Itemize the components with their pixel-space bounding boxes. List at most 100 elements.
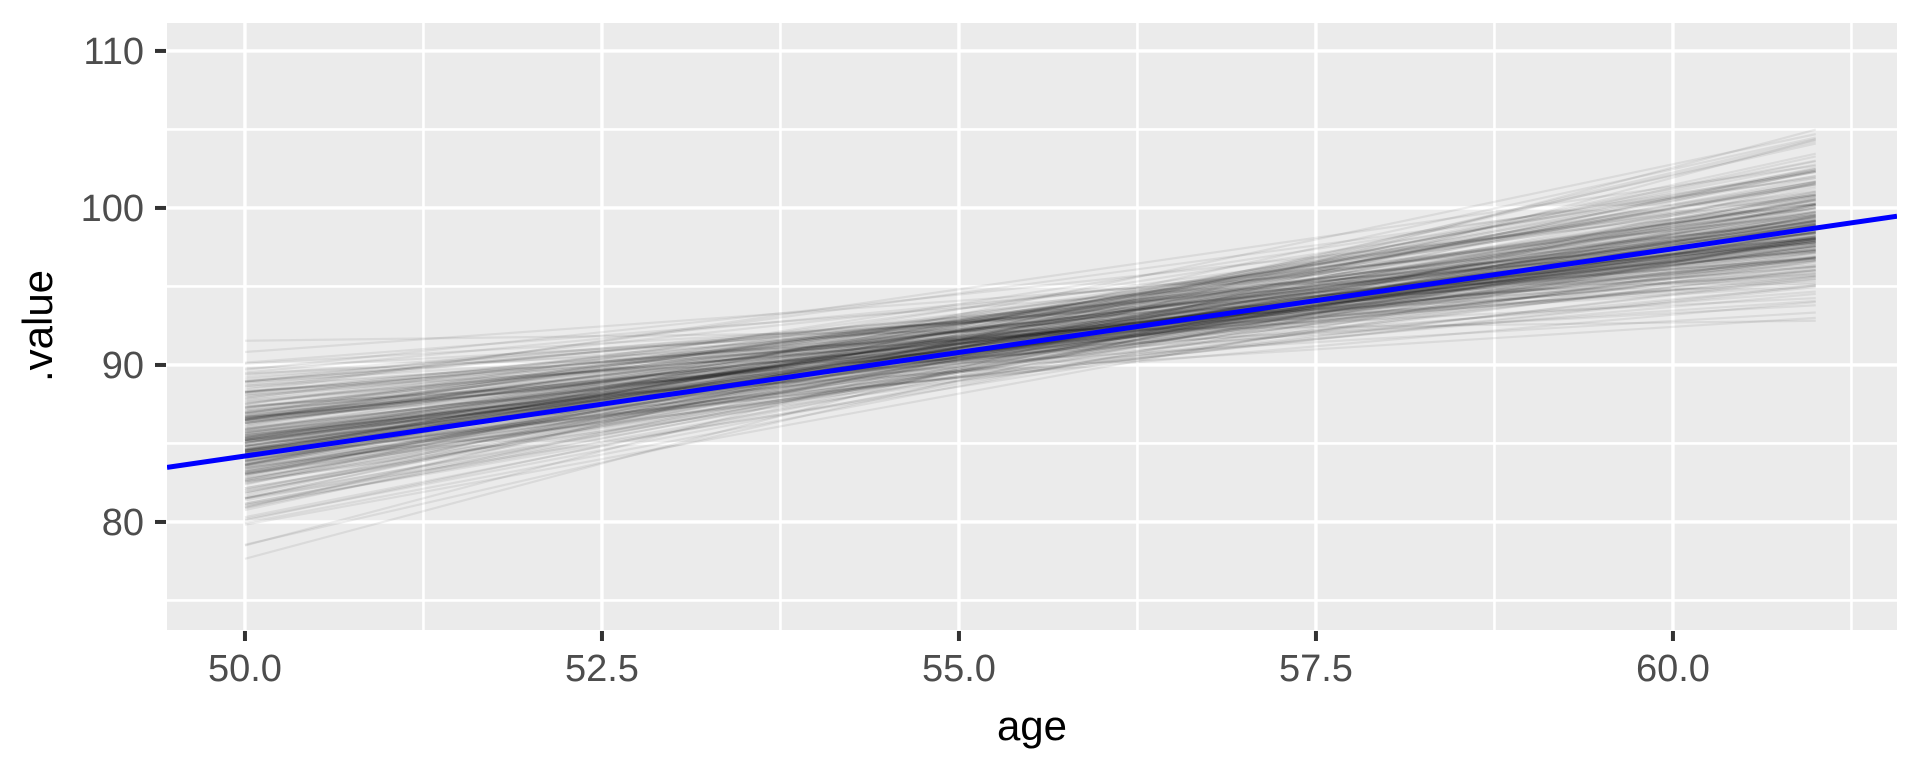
posterior-draw-line	[244, 251, 1816, 419]
posterior-draw-line	[244, 254, 1816, 437]
posterior-draw-line	[244, 255, 1816, 440]
posterior-draw-line	[244, 224, 1816, 451]
posterior-draw-line	[244, 238, 1816, 483]
posterior-draw-line	[244, 268, 1816, 423]
x-axis-tick-labels: 50.0 52.5 55.0 57.5 60.0	[208, 648, 1710, 690]
posterior-draw-line	[244, 207, 1816, 500]
plot-panel	[167, 23, 1897, 630]
posterior-draw-line	[244, 237, 1816, 452]
posterior-draw-line	[244, 265, 1816, 442]
posterior-draw-line	[244, 184, 1816, 442]
posterior-draw-line	[244, 235, 1816, 472]
posterior-draw-line	[244, 262, 1816, 383]
posterior-draw-line	[244, 225, 1816, 421]
posterior-draw-line	[244, 193, 1816, 476]
posterior-draw-line	[244, 200, 1816, 431]
posterior-draw-line	[244, 256, 1816, 476]
posterior-draw-line	[244, 164, 1816, 394]
posterior-draw-line	[244, 251, 1816, 500]
posterior-draw-line	[244, 128, 1817, 547]
posterior-draw-line	[244, 240, 1816, 451]
posterior-draw-line	[244, 311, 1816, 407]
posterior-draw-line	[244, 229, 1816, 490]
posterior-draw-line	[244, 258, 1816, 394]
posterior-draw-line	[244, 189, 1816, 420]
posterior-draw-line	[244, 316, 1816, 418]
posterior-draw-line	[244, 235, 1816, 526]
posterior-draw-line	[244, 225, 1816, 481]
posterior-draw-line	[244, 166, 1816, 500]
posterior-draw-line	[244, 251, 1816, 465]
posterior-draw-line	[244, 277, 1816, 459]
posterior-draw-line	[244, 271, 1816, 389]
y-axis-title: .value	[14, 270, 61, 382]
posterior-draw-line	[244, 216, 1816, 483]
posterior-draw-line	[244, 256, 1816, 394]
posterior-draw-line	[244, 194, 1816, 445]
posterior-draw-line	[244, 225, 1816, 420]
posterior-draw-line	[244, 247, 1816, 430]
posterior-draw-line	[244, 274, 1816, 393]
posterior-draw-line	[244, 230, 1816, 470]
posterior-draw-line	[244, 234, 1816, 439]
x-axis-title: age	[997, 702, 1067, 749]
posterior-draw-line	[244, 223, 1816, 454]
posterior-draw-line	[244, 203, 1816, 371]
posterior-draw-line	[244, 236, 1816, 425]
posterior-draw-line	[244, 230, 1816, 492]
posterior-draw-line	[244, 194, 1816, 475]
posterior-draw-line	[244, 193, 1816, 427]
posterior-draw-line	[244, 179, 1816, 445]
posterior-draw-line	[244, 176, 1816, 391]
posterior-draw-line	[244, 203, 1816, 451]
posterior-draw-line	[244, 235, 1816, 435]
posterior-draw-line	[244, 217, 1816, 409]
posterior-draw-line	[244, 226, 1816, 479]
posterior-draw-line	[244, 238, 1816, 436]
posterior-draw-line	[244, 282, 1816, 384]
posterior-draw-line	[244, 190, 1816, 522]
x-tick-label: 52.5	[565, 648, 639, 690]
posterior-draw-line	[244, 136, 1816, 486]
posterior-draw-line	[244, 281, 1816, 370]
axis-tick-marks	[155, 48, 1675, 641]
posterior-draw-line	[244, 266, 1816, 437]
x-tick-label: 57.5	[1279, 648, 1353, 690]
posterior-draw-line	[244, 169, 1816, 448]
posterior-draw-line	[244, 237, 1816, 433]
posterior-draw-line	[244, 246, 1816, 432]
posterior-draw-line	[244, 269, 1816, 459]
posterior-draw-line	[244, 221, 1816, 423]
y-tick-label: 90	[102, 345, 144, 387]
posterior-draw-line	[244, 290, 1816, 415]
posterior-draw-line	[244, 152, 1816, 497]
posterior-draw-line	[244, 168, 1816, 492]
posterior-draw-line	[244, 248, 1816, 414]
posterior-draw-line	[244, 197, 1816, 472]
posterior-draw-line	[244, 250, 1816, 447]
posterior-draw-line	[244, 229, 1816, 415]
posterior-draw-line	[244, 212, 1816, 399]
x-tick-label: 55.0	[922, 648, 996, 690]
posterior-draw-line	[244, 206, 1816, 435]
posterior-draw-line	[244, 155, 1816, 500]
posterior-draw-line	[244, 284, 1816, 435]
mean-fit-line	[167, 213, 1897, 470]
posterior-draw-line	[244, 241, 1816, 364]
posterior-draw-line	[244, 199, 1816, 453]
posterior-draw-line	[244, 202, 1816, 426]
posterior-draw-line	[244, 274, 1816, 434]
posterior-draw-line	[244, 214, 1816, 505]
posterior-draw-line	[244, 198, 1816, 474]
posterior-draw-line	[244, 218, 1816, 411]
posterior-draw-line	[244, 199, 1816, 494]
posterior-draw-line	[244, 244, 1816, 425]
posterior-draw-line	[244, 233, 1816, 460]
posterior-draw-line	[244, 194, 1816, 455]
posterior-draw-line	[244, 249, 1816, 422]
y-axis-tick-labels: 80 90 100 110	[81, 31, 144, 544]
y-tick-label: 110	[83, 31, 144, 73]
posterior-draw-line	[244, 160, 1816, 478]
posterior-draw-line	[244, 183, 1816, 450]
